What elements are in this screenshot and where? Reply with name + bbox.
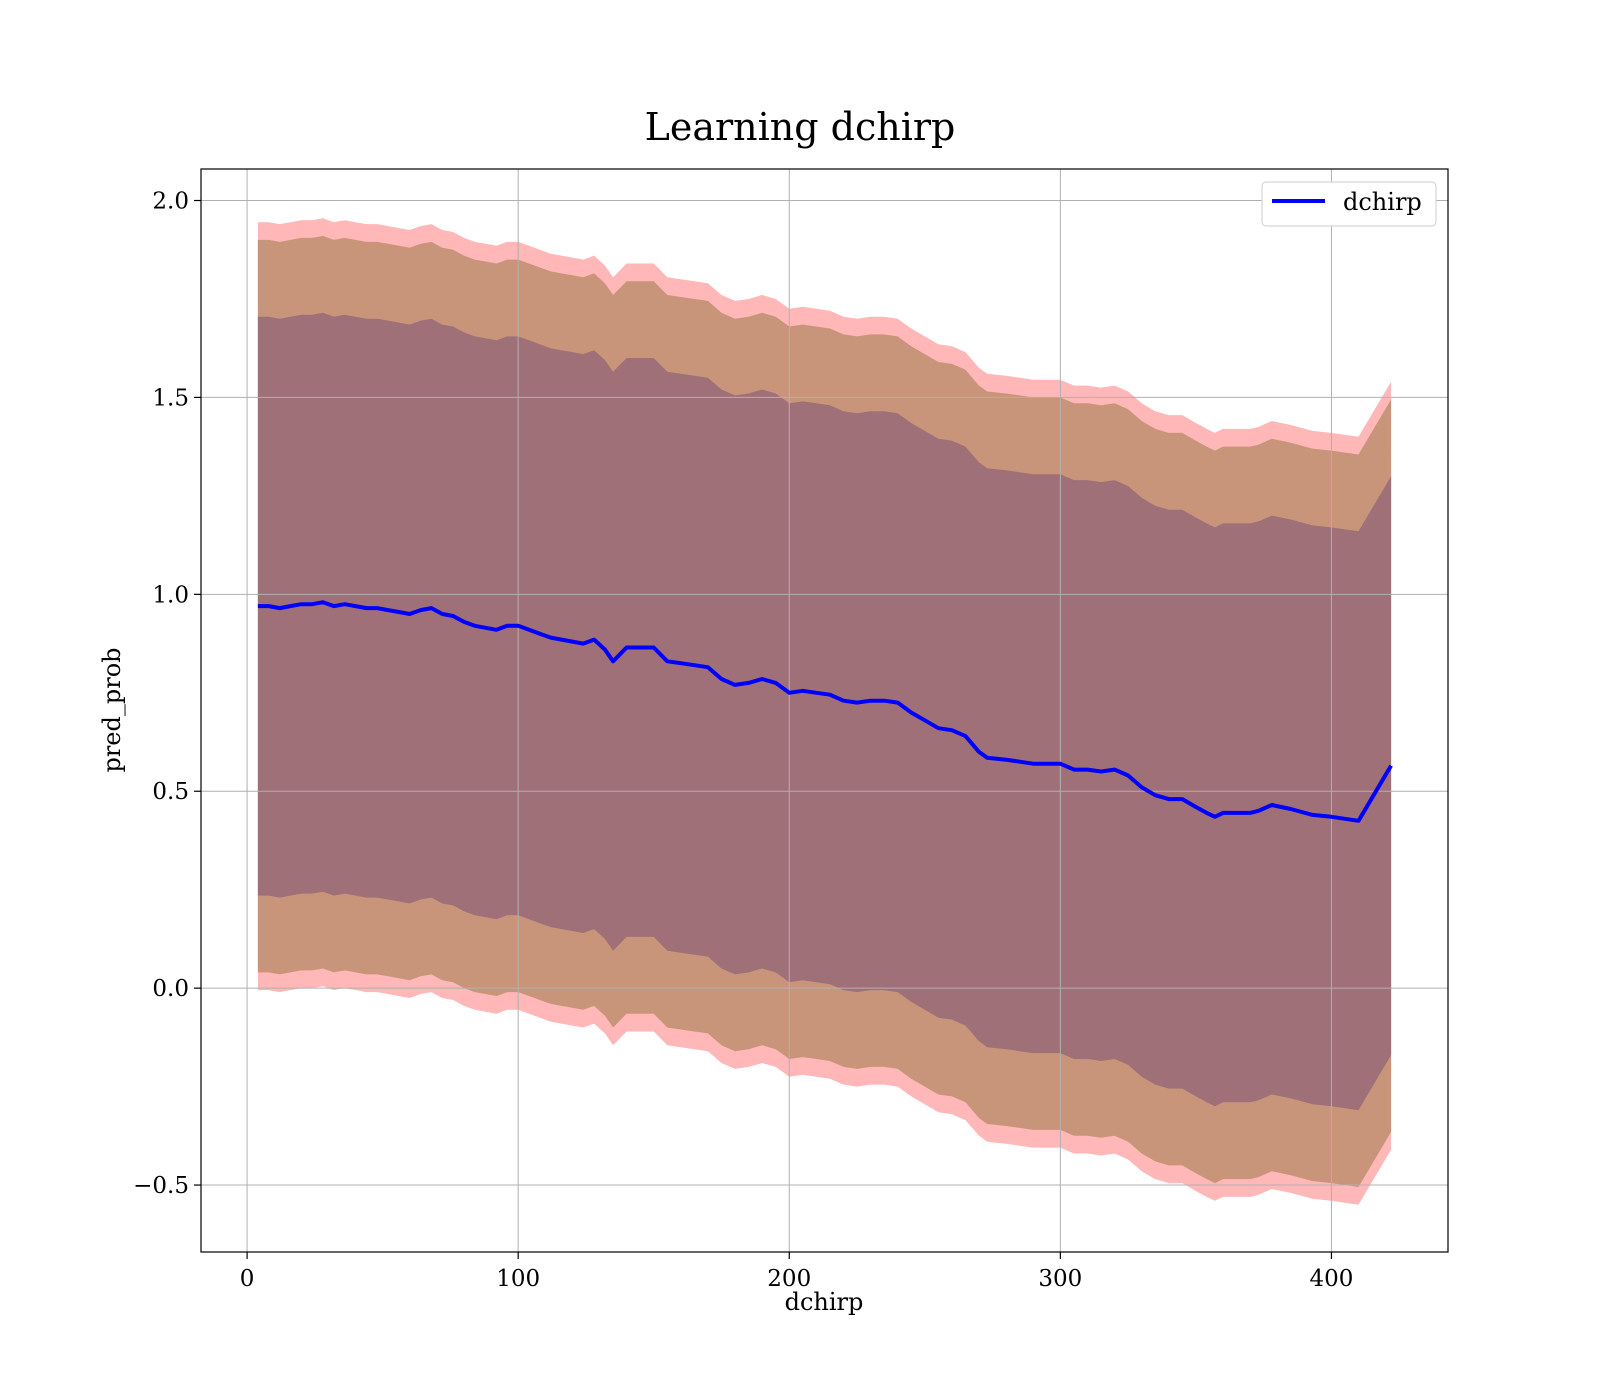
y-axis-label: pred_prob <box>98 647 126 772</box>
x-tick-label: 400 <box>1309 1266 1353 1292</box>
y-tick-label: 0.5 <box>152 779 189 805</box>
x-tick-label: 300 <box>1038 1266 1082 1292</box>
series-line-dchirp <box>257 600 1393 823</box>
y-tick-label: 1.5 <box>152 385 189 411</box>
axis-ticks: 0 100 200 300 400 −0.5 0.0 0.5 1.0 1.5 2.0 <box>133 189 1353 1292</box>
y-tick-label: 2.0 <box>152 189 189 215</box>
legend-label-dchirp: dchirp <box>1343 188 1422 216</box>
x-tick-label: 0 <box>240 1266 255 1292</box>
series-layer <box>257 600 1393 823</box>
grid-lines <box>201 169 1448 1252</box>
y-tick-label: 1.0 <box>152 582 189 608</box>
y-tick-label: 0.0 <box>152 976 189 1002</box>
legend-box <box>1261 181 1437 227</box>
plot-frame <box>200 168 1449 1253</box>
legend: dchirp <box>1261 181 1437 227</box>
chart-title: Learning dchirp <box>645 105 956 149</box>
x-tick-label: 200 <box>767 1266 811 1292</box>
confidence-bands <box>257 218 1392 1205</box>
x-tick-label: 100 <box>496 1266 540 1292</box>
x-axis-label: dchirp <box>785 1288 864 1316</box>
band-inner <box>257 312 1392 1111</box>
y-tick-label: −0.5 <box>133 1173 189 1199</box>
